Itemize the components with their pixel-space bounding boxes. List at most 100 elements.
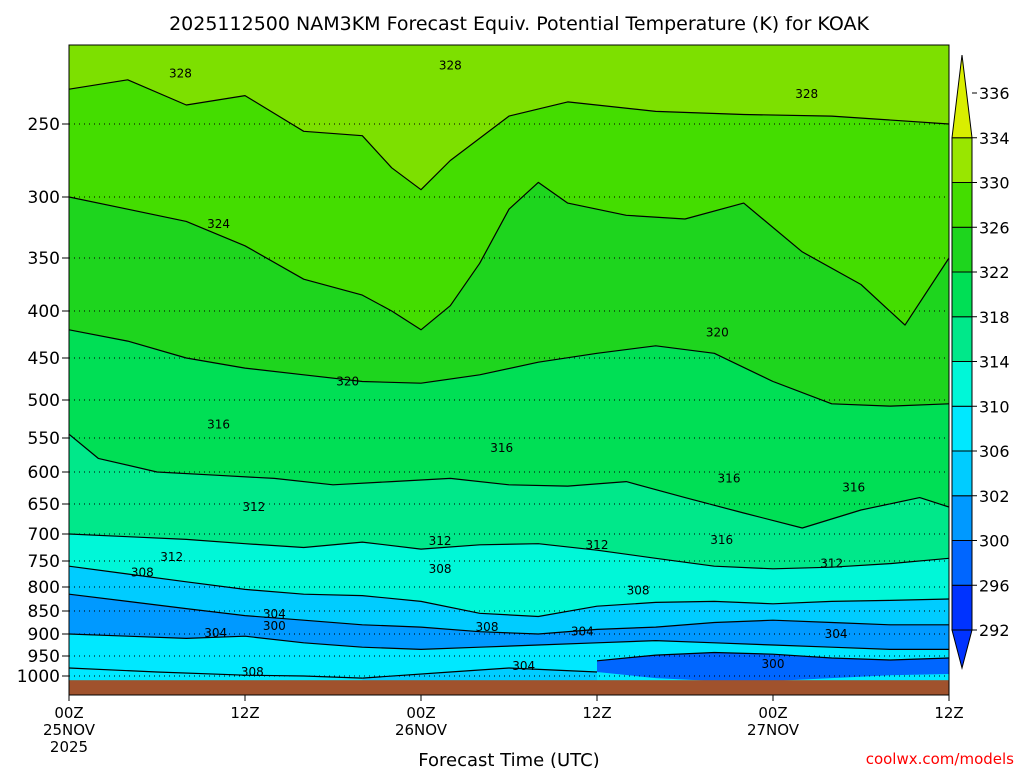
ytick-label-600: 600 [28, 463, 60, 483]
plot-frame [68, 44, 950, 696]
pressure-gridlines [69, 123, 949, 677]
ytick-label-850: 850 [28, 602, 60, 622]
contour-label-308: 308 [476, 620, 499, 634]
contour-308-10 [69, 667, 363, 679]
xtick-label-0-0: 00Z [54, 704, 83, 722]
contour-label-312: 312 [586, 538, 609, 552]
contour-304-6 [69, 593, 949, 635]
x-axis-label: Forecast Time (UTC) [418, 750, 599, 768]
pressure-axis: 250 300 350 400 450 500 550 600 650 700 750 800 850 9… [17, 115, 69, 687]
ytick-label-700: 700 [28, 525, 60, 545]
colorbar-segment-6 [951, 316, 973, 362]
contour-label-308: 308 [241, 665, 264, 679]
colorbar-label-336: 336 [979, 84, 1010, 103]
contour-label-328: 328 [795, 87, 818, 101]
xtick-label-0-1: 25NOV [43, 721, 96, 739]
contour-312-4 [69, 533, 949, 570]
band-314-318 [69, 329, 949, 528]
colorbar-label-322: 322 [979, 263, 1010, 282]
colorbar-bottom-triangle [951, 629, 973, 670]
colorbar-label-296: 296 [979, 576, 1010, 595]
colorbar-label-292: 292 [979, 621, 1010, 640]
colorbar-segment-7 [951, 271, 973, 318]
colorbar-label-306: 306 [979, 442, 1010, 461]
contour-label-312: 312 [820, 557, 843, 571]
ytick-label-750: 750 [28, 552, 60, 572]
colorbar-segment-9 [951, 182, 973, 228]
chart-title: 2025112500 NAM3KM Forecast Equiv. Potent… [169, 13, 869, 35]
band-296-300 [597, 652, 949, 681]
colorbar-label-318: 318 [979, 308, 1010, 327]
contour-328-0 [69, 79, 949, 191]
contour-308-5 [69, 565, 949, 618]
colorbar-segment-4 [951, 405, 973, 452]
ytick-label-450: 450 [28, 349, 60, 369]
credit-text: coolwx.com/models [866, 750, 1014, 768]
colorbar-label-326: 326 [979, 218, 1010, 237]
xtick-label-60-0: 12Z [934, 704, 963, 722]
contour-label-316: 316 [842, 480, 865, 494]
colorbar-segment-5 [951, 361, 973, 407]
contour-label-300: 300 [762, 657, 785, 671]
ytick-label-300: 300 [28, 188, 60, 208]
colorbar-segment-1 [951, 540, 973, 586]
colorbar-top-triangle [951, 54, 973, 139]
xtick-label-24-1: 26NOV [395, 721, 448, 739]
colorbar-label-314: 314 [979, 353, 1010, 372]
colorbar-segment-3 [951, 450, 973, 497]
contour-label-312: 312 [160, 550, 183, 564]
contour-320-2 [69, 329, 949, 407]
xtick-label-48-0: 00Z [758, 704, 787, 722]
band-306-310 [69, 534, 949, 617]
band-318-322 [69, 182, 949, 407]
contour-304-9 [362, 667, 598, 679]
contour-label-320: 320 [336, 375, 359, 389]
contour-300-8 [596, 651, 949, 662]
xtick-label-12-0: 12Z [230, 704, 259, 722]
contour-lines [69, 79, 949, 679]
colorbar: 292 296 300 302 306 310 314 318 322 326 330 334 336 [951, 54, 1010, 670]
xtick-label-0-2: 2025 [50, 738, 88, 756]
xtick-label-48-1: 27NOV [747, 721, 800, 739]
ytick-label-500: 500 [28, 391, 60, 411]
ytick-label-800: 800 [28, 578, 60, 598]
contour-label-328: 328 [439, 59, 462, 73]
contour-label-324: 324 [207, 217, 230, 231]
xtick-label-36-0: 12Z [582, 704, 611, 722]
contour-label-304: 304 [571, 625, 594, 639]
colorbar-label-300: 300 [979, 532, 1010, 551]
band-310-314 [69, 434, 949, 569]
contour-label-316: 316 [710, 533, 733, 547]
contour-label-304: 304 [204, 626, 227, 640]
contour-label-328: 328 [169, 66, 192, 80]
band-322-326 [69, 79, 949, 330]
colorbar-label-334: 334 [979, 129, 1010, 148]
ground-surface [69, 680, 949, 695]
contour-label-304: 304 [825, 627, 848, 641]
colorbar-segment-10 [951, 137, 973, 183]
ytick-label-350: 350 [28, 249, 60, 269]
contour-label-300: 300 [263, 619, 286, 633]
contour-label-308: 308 [131, 565, 154, 579]
ytick-label-250: 250 [28, 115, 60, 135]
band-300-302 [69, 594, 949, 650]
band-326-330 [69, 45, 949, 190]
contour-label-304: 304 [263, 607, 286, 621]
contour-label-316: 316 [207, 417, 230, 431]
colorbar-label-310: 310 [979, 397, 1010, 416]
contour-label-320: 320 [706, 326, 729, 340]
colorbar-label-302: 302 [979, 487, 1010, 506]
band-302-306 [69, 566, 949, 634]
contour-label-304: 304 [512, 659, 535, 673]
xtick-label-24-0: 00Z [406, 704, 435, 722]
contour-label-312: 312 [429, 534, 452, 548]
contour-label-308: 308 [429, 562, 452, 576]
ytick-label-900: 900 [28, 625, 60, 645]
contour-label-316: 316 [718, 471, 741, 485]
contour-304-7 [69, 633, 949, 651]
plot-area: 328 328 328 324 320 320 316 316 316 316 316 312 312 3… [69, 45, 949, 695]
contour-label-316: 316 [490, 441, 513, 455]
colorbar-segment-0 [951, 584, 973, 631]
